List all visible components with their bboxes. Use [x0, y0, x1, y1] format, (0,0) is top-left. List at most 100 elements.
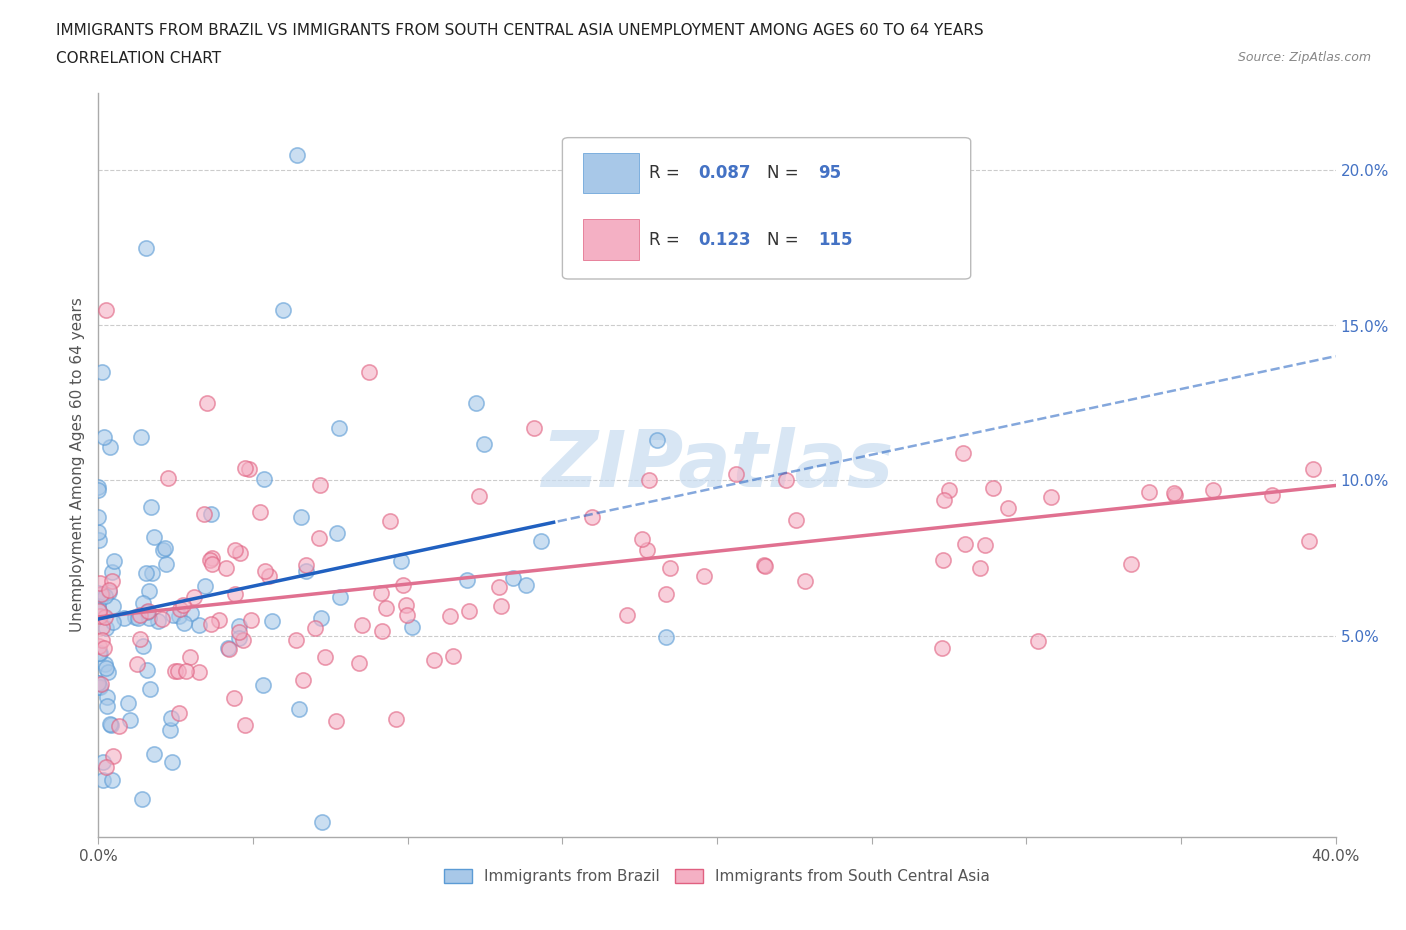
Point [370, 586, 392, 601]
Point [89, 645, 111, 660]
Point [96, 690, 118, 705]
Point [146, 613, 169, 628]
Point [90, 676, 112, 691]
Point [124, 610, 146, 625]
Point [294, 558, 316, 573]
Point [228, 619, 250, 634]
Point [285, 148, 308, 163]
Text: 0.087: 0.087 [699, 165, 751, 182]
Point [129, 430, 152, 445]
Point [1163, 486, 1185, 501]
Point [183, 590, 205, 604]
Point [224, 542, 246, 557]
Point [458, 604, 481, 618]
Point [654, 587, 676, 602]
Point [200, 617, 222, 631]
Point [931, 641, 953, 656]
Point [314, 649, 336, 664]
Point [89, 680, 111, 695]
Text: Source: ZipAtlas.com: Source: ZipAtlas.com [1237, 51, 1371, 64]
Point [97, 585, 120, 600]
Point [1298, 534, 1320, 549]
Point [1302, 461, 1324, 476]
Point [636, 543, 658, 558]
Point [981, 481, 1004, 496]
Point [631, 531, 654, 546]
Point [229, 546, 252, 561]
Legend: Immigrants from Brazil, Immigrants from South Central Asia: Immigrants from Brazil, Immigrants from … [440, 864, 994, 889]
Point [228, 631, 250, 645]
Point [91, 755, 114, 770]
Point [94, 609, 117, 624]
Point [232, 632, 254, 647]
Point [309, 477, 332, 492]
Text: 115: 115 [818, 232, 853, 249]
Point [101, 598, 124, 613]
Point [87, 639, 110, 654]
Point [581, 510, 603, 525]
Point [100, 716, 122, 731]
Point [91, 632, 114, 647]
Point [112, 610, 135, 625]
Point [156, 471, 179, 485]
Point [194, 578, 217, 593]
Point [252, 677, 274, 692]
Point [87, 604, 110, 618]
Point [143, 529, 166, 544]
Point [172, 598, 194, 613]
Point [347, 656, 370, 671]
Point [472, 436, 495, 451]
Point [467, 488, 489, 503]
Point [141, 566, 163, 581]
Point [359, 365, 381, 379]
Point [94, 759, 117, 774]
Point [647, 432, 669, 447]
Point [163, 663, 186, 678]
Point [90, 619, 112, 634]
Point [439, 609, 461, 624]
Point [94, 620, 117, 635]
Point [180, 605, 202, 620]
Point [259, 568, 281, 583]
Point [326, 525, 349, 540]
FancyBboxPatch shape [562, 138, 970, 279]
Point [129, 632, 152, 647]
Point [195, 395, 218, 410]
Point [238, 461, 260, 476]
Point [96, 698, 118, 713]
Point [932, 493, 955, 508]
Point [997, 500, 1019, 515]
Point [135, 604, 157, 619]
Point [160, 711, 183, 725]
Point [139, 499, 162, 514]
Point [328, 421, 350, 436]
Point [128, 607, 150, 622]
Point [89, 576, 111, 591]
Point [1137, 485, 1160, 499]
Point [131, 639, 153, 654]
Point [159, 722, 181, 737]
Point [222, 690, 245, 705]
Point [952, 445, 974, 460]
Text: 95: 95 [818, 165, 842, 182]
Point [187, 665, 209, 680]
Point [201, 557, 224, 572]
FancyBboxPatch shape [583, 219, 640, 260]
Text: N =: N = [766, 165, 803, 182]
Point [1119, 557, 1142, 572]
Point [465, 395, 488, 410]
Point [375, 601, 398, 616]
Point [153, 540, 176, 555]
Point [135, 663, 157, 678]
Text: R =: R = [650, 165, 685, 182]
Point [201, 551, 224, 565]
Point [785, 513, 807, 528]
Point [754, 558, 776, 573]
Point [200, 507, 222, 522]
Point [1026, 634, 1049, 649]
Point [131, 791, 153, 806]
Point [655, 630, 678, 644]
Point [127, 610, 149, 625]
Point [87, 680, 110, 695]
Point [938, 483, 960, 498]
